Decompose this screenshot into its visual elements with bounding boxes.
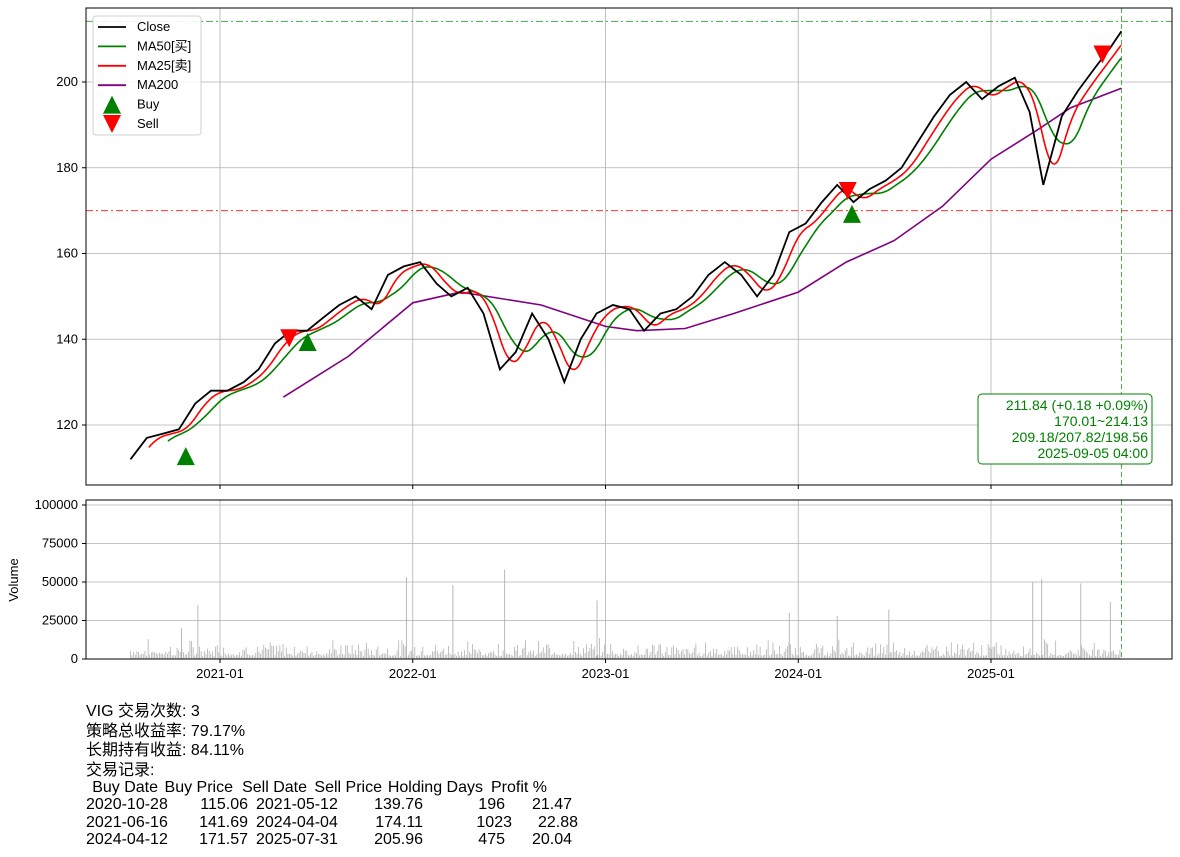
y-tick-label: 200 xyxy=(56,74,78,89)
info-mas: 209.18/207.82/198.56 xyxy=(1012,429,1148,445)
y-tick-label: 120 xyxy=(56,417,78,432)
table-cell-buy-price: 115.06 xyxy=(200,796,248,813)
sell-icon xyxy=(103,115,121,133)
info-box: 211.84 (+0.18 +0.09%) 170.01~214.13 209.… xyxy=(977,393,1153,465)
summary-buyhold-return: 长期持有收益: 84.11% xyxy=(86,742,244,759)
summary-trade-count: VIG 交易次数: 3 xyxy=(86,703,200,720)
table-cell-buy-date: 2024-04-12 xyxy=(86,831,168,848)
price-axes-frame xyxy=(85,7,1173,486)
legend-sell: Sell xyxy=(137,116,159,131)
info-time: 2025-09-05 04:00 xyxy=(1037,445,1148,461)
table-cell-buy-date: 2020-10-28 xyxy=(86,796,168,813)
table-cell-sell-price: 205.96 xyxy=(374,831,423,848)
sell-marker xyxy=(838,182,857,201)
table-header: Sell Price xyxy=(314,779,382,796)
table-cell-holding-days: 196 xyxy=(478,796,505,813)
volume-ticks: 2021-01 2022-01 2023-01 2024-01 2025-01 0 2500… xyxy=(35,497,1015,681)
y-tick-label: 160 xyxy=(56,246,78,261)
volume-tick-label: 50000 xyxy=(42,574,78,589)
table-cell-holding-days: 475 xyxy=(478,831,505,848)
table-cell-sell-date: 2021-05-12 xyxy=(256,796,338,813)
volume-grid xyxy=(86,500,1172,660)
price-ticks: 120 140 160 180 200 xyxy=(56,74,992,489)
table-cell-buy-price: 171.57 xyxy=(199,831,248,848)
legend-ma25: MA25[卖] xyxy=(137,58,191,73)
table-cell-profit: 20.04 xyxy=(531,831,572,848)
legend-ma50: MA50[买] xyxy=(137,38,191,53)
table-cell-holding-days: 1023 xyxy=(476,813,512,831)
info-price: 211.84 (+0.18 +0.09%) xyxy=(1006,397,1148,413)
summary-trades-label: 交易记录: xyxy=(86,761,155,779)
volume-tick-label: 75000 xyxy=(42,536,78,551)
table-cell-buy-date: 2021-06-16 xyxy=(86,813,168,831)
table-cell-sell-date: 2024-04-04 xyxy=(256,813,338,831)
x-tick-label: 2022-01 xyxy=(389,666,437,681)
trade-markers xyxy=(176,45,1112,466)
price-series xyxy=(86,8,1172,485)
volume-tick-label: 100000 xyxy=(35,497,78,512)
table-cell-sell-date: 2025-07-31 xyxy=(256,831,338,848)
legend-ma200: MA200 xyxy=(137,77,178,92)
sell-marker xyxy=(280,329,299,348)
y-tick-label: 140 xyxy=(56,331,78,346)
table-cell-sell-price: 174.11 xyxy=(375,813,423,831)
buy-icon xyxy=(103,95,121,114)
x-tick-label: 2025-01 xyxy=(967,666,1015,681)
buy-marker xyxy=(842,204,861,223)
table-header: Buy Price xyxy=(164,779,233,796)
x-tick-label: 2023-01 xyxy=(582,666,630,681)
table-cell-profit: 21.47 xyxy=(531,796,572,813)
ma200-line xyxy=(282,87,1122,398)
volume-axes-frame xyxy=(85,499,1173,660)
y-tick-label: 180 xyxy=(56,160,78,175)
table-cell-profit: 22.88 xyxy=(537,813,578,831)
ma50-line xyxy=(167,57,1122,442)
info-range: 170.01~214.13 xyxy=(1054,413,1148,429)
x-tick-label: 2021-01 xyxy=(196,666,244,681)
buy-marker xyxy=(176,447,195,466)
table-cell-buy-price: 141.69 xyxy=(199,813,248,831)
table-header: Profit % xyxy=(490,779,547,796)
x-tick-label: 2024-01 xyxy=(774,666,822,681)
volume-tick-label: 25000 xyxy=(42,613,78,628)
table-header: Buy Date xyxy=(92,779,158,796)
buy-marker xyxy=(298,333,317,352)
table-header: Holding Days xyxy=(387,779,483,796)
sell-marker xyxy=(1093,45,1112,64)
volume-bars xyxy=(130,569,1121,659)
legend-buy: Buy xyxy=(137,97,160,112)
legend: Close MA50[买] MA25[卖] MA200 Buy Sell xyxy=(92,15,202,136)
table-header: Sell Date xyxy=(242,779,307,796)
volume-axis-label: Volume xyxy=(6,558,21,601)
table-cell-sell-price: 139.76 xyxy=(374,796,423,813)
volume-tick-label: 0 xyxy=(71,651,78,666)
summary-strategy-return: 策略总收益率: 79.17% xyxy=(86,722,246,740)
legend-close: Close xyxy=(137,19,170,34)
ma25-line xyxy=(148,44,1122,448)
